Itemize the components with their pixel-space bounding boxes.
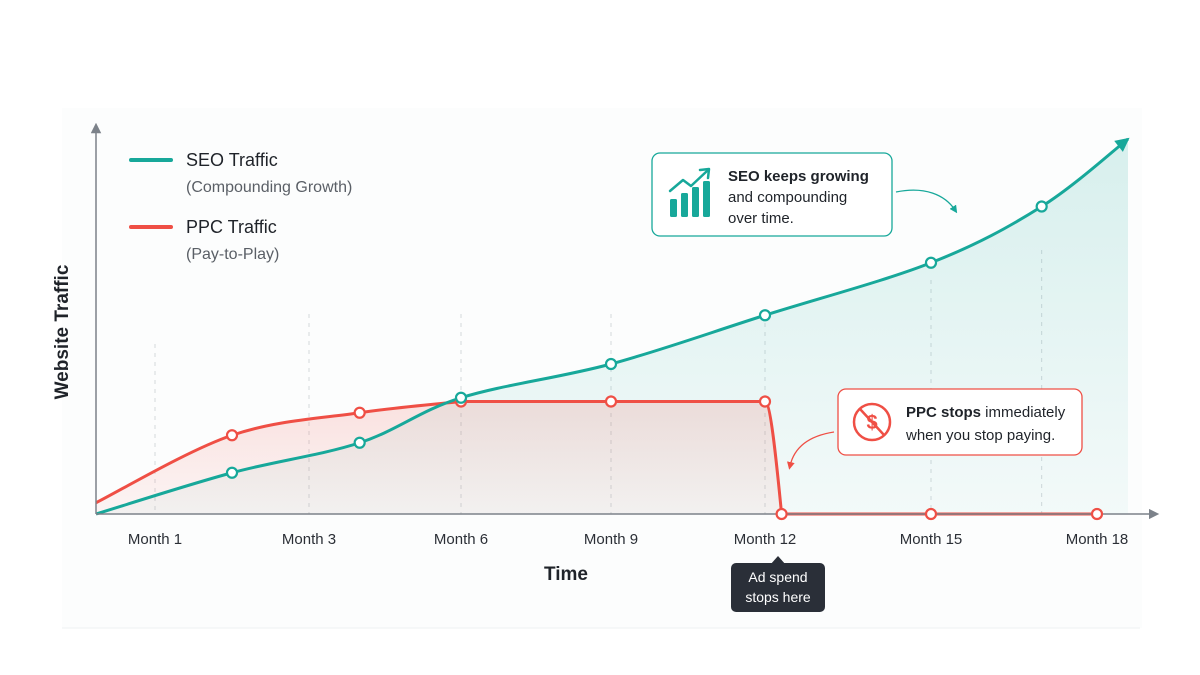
ad-spend-tag: Ad spend stops here bbox=[731, 556, 825, 612]
ppc-point bbox=[353, 406, 366, 419]
seo-point bbox=[924, 256, 938, 269]
no-dollar-icon: $ bbox=[852, 402, 892, 442]
seo-callout-line3: over time. bbox=[728, 210, 794, 227]
seo-callout: SEO keeps growing and compounding over t… bbox=[651, 152, 958, 237]
seo-point bbox=[604, 357, 618, 371]
ad-spend-tag-pointer bbox=[770, 556, 786, 565]
seo-point bbox=[225, 466, 239, 479]
seo-callout-arrow bbox=[895, 189, 958, 214]
ppc-callout-rest: immediately bbox=[981, 404, 1066, 421]
legend: SEO Traffic (Compounding Growth) PPC Tra… bbox=[129, 150, 352, 263]
ad-spend-tag-line1: Ad spend bbox=[748, 569, 807, 585]
ppc-callout: $ PPC stops immediately when you stop pa… bbox=[787, 388, 1083, 470]
seo-point bbox=[758, 309, 772, 322]
x-tick-label: Month 6 bbox=[434, 531, 488, 548]
ppc-callout-line1: PPC stops immediately bbox=[906, 404, 1066, 421]
x-tick-label: Month 9 bbox=[584, 531, 638, 548]
ppc-callout-box bbox=[837, 388, 1083, 456]
ppc-point bbox=[758, 395, 772, 408]
legend-label-seo: SEO Traffic bbox=[186, 150, 278, 170]
seo-callout-line2: and compounding bbox=[728, 189, 847, 206]
legend-sub-ppc: (Pay-to-Play) bbox=[186, 246, 279, 263]
series-markers bbox=[225, 200, 1104, 521]
ppc-point bbox=[604, 395, 618, 408]
x-tick-label: Month 12 bbox=[734, 531, 797, 548]
ppc-callout-bold: PPC stops bbox=[906, 404, 981, 421]
x-axis-title: Time bbox=[544, 564, 588, 585]
ppc-callout-arrow bbox=[787, 431, 835, 470]
seo-point bbox=[353, 436, 366, 449]
x-tick-label: Month 3 bbox=[282, 531, 336, 548]
ppc-area bbox=[96, 401, 782, 514]
seo-point bbox=[1035, 200, 1048, 213]
x-tick-label: Month 1 bbox=[128, 531, 182, 548]
ad-spend-tag-line2: stops here bbox=[745, 589, 811, 605]
ppc-point bbox=[1090, 507, 1104, 521]
growth-chart-icon bbox=[668, 167, 711, 217]
ppc-callout-line2: when you stop paying. bbox=[905, 427, 1055, 444]
x-tick-labels: Month 1 Month 3 Month 6 Month 9 Month 12 Mont… bbox=[128, 531, 1128, 548]
y-axis-title: Website Traffic bbox=[52, 264, 73, 399]
seo-callout-line1: SEO keeps growing bbox=[728, 168, 869, 185]
ppc-point bbox=[225, 429, 239, 442]
seo-arrowhead bbox=[1114, 137, 1130, 152]
x-tick-label: Month 18 bbox=[1066, 531, 1129, 548]
ppc-point bbox=[775, 507, 788, 521]
seo-callout-box bbox=[651, 152, 893, 237]
legend-sub-seo: (Compounding Growth) bbox=[186, 179, 352, 196]
legend-label-ppc: PPC Traffic bbox=[186, 217, 277, 237]
ppc-point bbox=[924, 507, 938, 521]
seo-point bbox=[454, 391, 468, 404]
x-tick-label: Month 15 bbox=[900, 531, 963, 548]
ad-spend-tag-box bbox=[731, 563, 825, 612]
